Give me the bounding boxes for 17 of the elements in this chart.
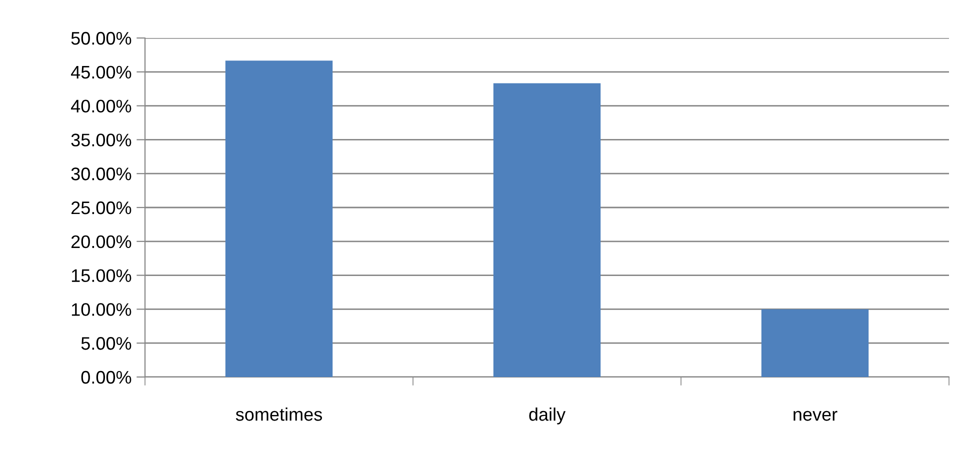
bar <box>493 83 601 377</box>
y-tick-label: 5.00% <box>81 337 132 350</box>
y-tick-label: 0.00% <box>81 370 132 384</box>
y-tick-label: 10.00% <box>72 303 132 316</box>
bar <box>225 60 333 377</box>
y-tick-label: 25.00% <box>71 201 132 214</box>
y-tick-label: 30.00% <box>71 168 132 180</box>
y-tick-label: 50.00% <box>71 32 132 45</box>
x-tick-label: daily <box>529 408 566 424</box>
y-tick-label: 45.00% <box>70 66 132 79</box>
y-tick-label: 35.00% <box>71 134 132 146</box>
y-tick-label: 40.00% <box>70 100 132 113</box>
x-tick-label: never <box>794 410 838 421</box>
x-tick-label: sometimes <box>236 408 322 421</box>
bar <box>761 309 869 377</box>
y-tick-label: 20.00% <box>71 235 132 248</box>
y-tick-label: 15.00% <box>72 269 132 282</box>
